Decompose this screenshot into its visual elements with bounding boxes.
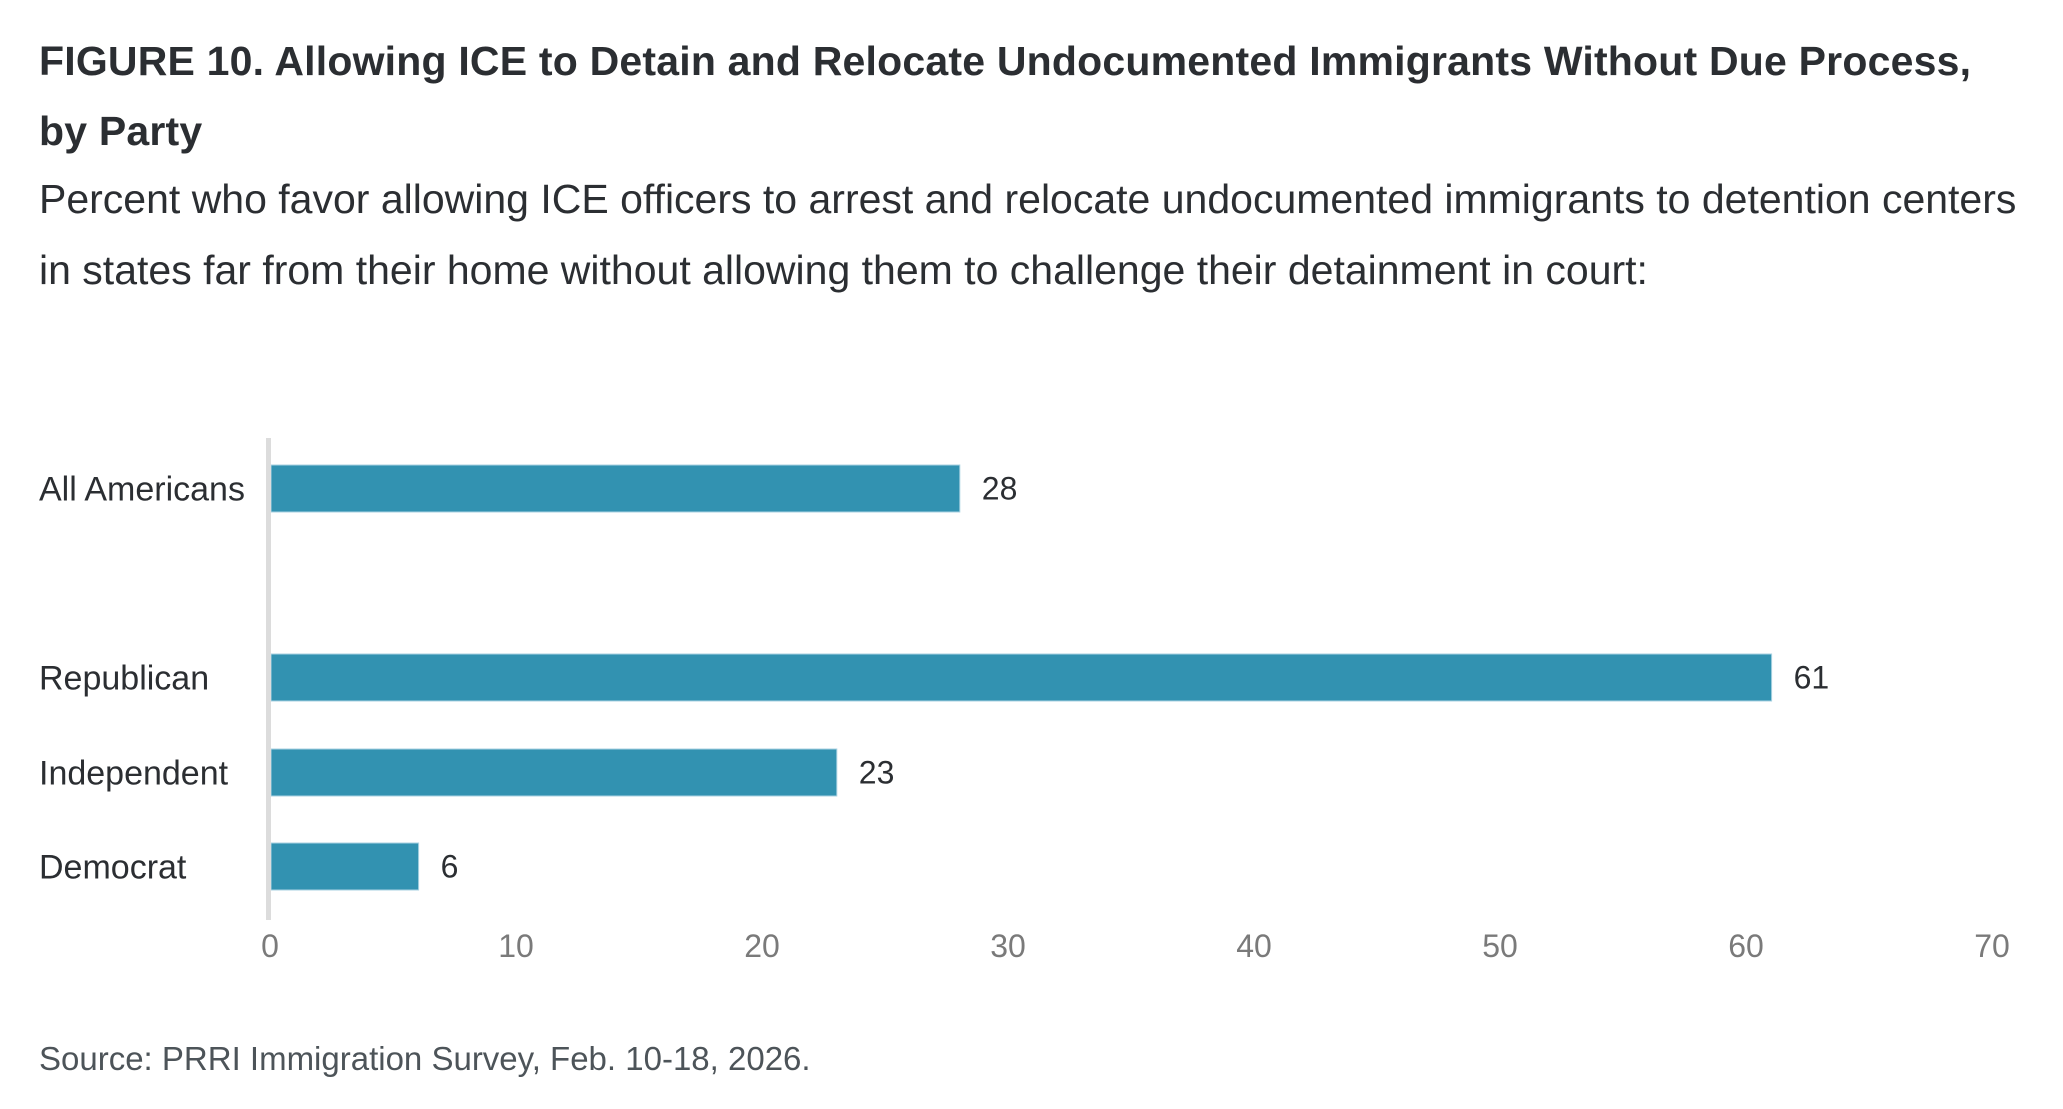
category-label: All Americans	[39, 471, 245, 509]
x-tick-label: 30	[990, 928, 1026, 964]
x-tick-label: 60	[1728, 928, 1764, 964]
bars-group	[270, 464, 1773, 891]
chart-subtitle: Percent who favor allowing ICE officers …	[39, 176, 2017, 293]
x-tick-label: 20	[744, 928, 780, 964]
data-label: 6	[441, 849, 459, 885]
x-axis-tick-labels: 0 10 20 30 40 50 60 70	[261, 928, 2010, 964]
bar-democrat	[270, 842, 420, 891]
data-label: 61	[1794, 660, 1830, 696]
x-tick-label: 70	[1974, 928, 2010, 964]
chart-title: FIGURE 10. Allowing ICE to Detain and Re…	[39, 38, 1972, 154]
x-tick-label: 40	[1236, 928, 1272, 964]
category-labels: All Americans Republican Independent Democr…	[39, 471, 245, 887]
data-label: 28	[982, 471, 1018, 507]
x-tick-label: 0	[261, 928, 279, 964]
bar-independent	[270, 748, 838, 797]
y-axis-line	[266, 438, 271, 920]
bar-all-americans	[270, 464, 961, 513]
x-tick-label: 10	[498, 928, 534, 964]
data-label: 23	[859, 755, 895, 791]
x-tick-label: 50	[1482, 928, 1518, 964]
bar-republican	[270, 653, 1773, 702]
value-labels: 28 61 23 6	[441, 471, 1830, 885]
category-label: Independent	[39, 755, 229, 793]
source-note: Source: PRRI Immigration Survey, Feb. 10…	[39, 1040, 811, 1077]
category-label: Democrat	[39, 849, 187, 887]
category-label: Republican	[39, 660, 209, 698]
